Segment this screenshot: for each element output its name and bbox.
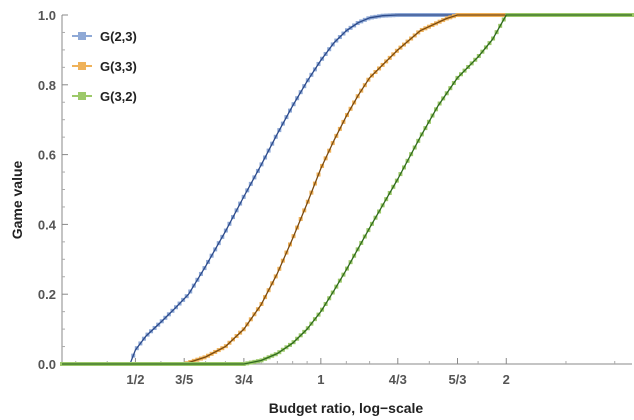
legend-swatch-marker [78, 92, 86, 100]
y-tick-label: 1.0 [38, 8, 56, 23]
legend: G(2,3) G(3,3) G(3,2) [72, 29, 137, 104]
legend-swatch-marker [78, 62, 86, 70]
x-tick-label: 5/3 [448, 372, 466, 387]
y-tick-label: 0.4 [38, 217, 57, 232]
legend-label-g23: G(2,3) [100, 29, 137, 44]
series-markers [60, 13, 634, 366]
x-tick-label: 1 [317, 372, 324, 387]
x-tick-label: 3/4 [235, 372, 254, 387]
x-tick-label: 2 [503, 372, 510, 387]
series-line [62, 14, 632, 365]
series-2 [60, 13, 634, 366]
legend-label-g33: G(3,3) [100, 59, 137, 74]
y-axis-title: Game value [9, 160, 25, 239]
legend-swatch-marker [78, 32, 86, 40]
series-line [62, 14, 632, 365]
y-tick-label: 0.8 [38, 78, 56, 93]
y-tick-label: 0.2 [38, 287, 56, 302]
legend-item-g33: G(3,3) [72, 59, 137, 74]
legend-item-g32: G(3,2) [72, 89, 137, 104]
y-tick-label: 0.0 [38, 357, 56, 372]
legend-item-g23: G(2,3) [72, 29, 137, 44]
x-tick-label: 3/5 [175, 372, 193, 387]
plot-frame [61, 15, 632, 365]
series-markers [60, 13, 634, 366]
x-axis-title: Budget ratio, log−scale [269, 400, 424, 416]
series-line [62, 14, 632, 365]
series-layer [60, 13, 634, 366]
y-tick-label: 0.6 [38, 148, 56, 163]
series-0 [60, 13, 634, 366]
legend-label-g32: G(3,2) [100, 89, 137, 104]
x-axis: 1/2 3/5 3/4 1 4/3 5/3 2 [75, 358, 616, 387]
x-tick-label: 4/3 [389, 372, 407, 387]
series-markers [60, 13, 634, 366]
x-tick-label: 1/2 [126, 372, 144, 387]
series-1 [60, 13, 634, 366]
y-axis: 0.0 0.2 0.4 0.6 0.8 1.0 [38, 8, 68, 372]
